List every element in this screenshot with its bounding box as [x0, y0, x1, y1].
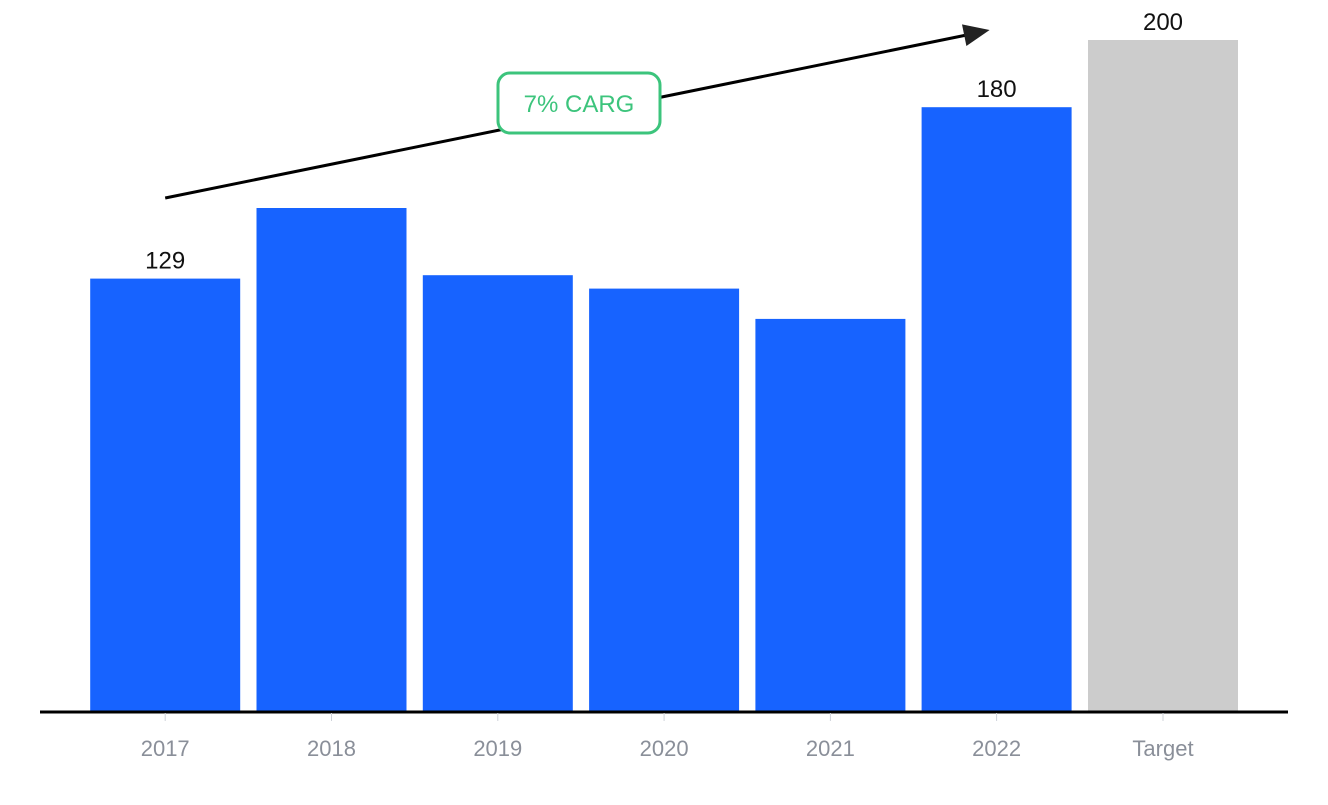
annotation-label: 7% CARG: [524, 91, 635, 118]
x-tick-label-2018: 2018: [307, 736, 356, 761]
bar-target: [1088, 40, 1238, 712]
bar-2019: [422, 275, 573, 712]
axis-layer: 2017 2018 2019 2020 2021 2022 Target: [40, 710, 1288, 761]
x-tick-label-2022: 2022: [972, 736, 1021, 761]
x-tick-label-2017: 2017: [141, 736, 190, 761]
bar-2022: [921, 107, 1072, 712]
bar-2020: [589, 288, 740, 712]
labels-layer: 129 180 200: [145, 9, 1183, 275]
trend-arrowhead-icon: [962, 24, 990, 46]
data-label-2022: 180: [977, 76, 1017, 103]
data-label-target: 200: [1143, 9, 1183, 36]
data-label-2017: 129: [145, 248, 185, 275]
x-tick-label-2020: 2020: [640, 736, 689, 761]
x-tick-label-target: Target: [1132, 736, 1193, 761]
bar-2021: [755, 318, 906, 712]
annotation-box: [496, 71, 662, 135]
bar-2018: [256, 208, 407, 712]
bar-2017: [90, 278, 241, 712]
annotation-layer: 7% CARG: [164, 24, 990, 200]
bars-layer: [90, 40, 1238, 712]
x-tick-label-2019: 2019: [473, 736, 522, 761]
x-tick-label-2021: 2021: [806, 736, 855, 761]
